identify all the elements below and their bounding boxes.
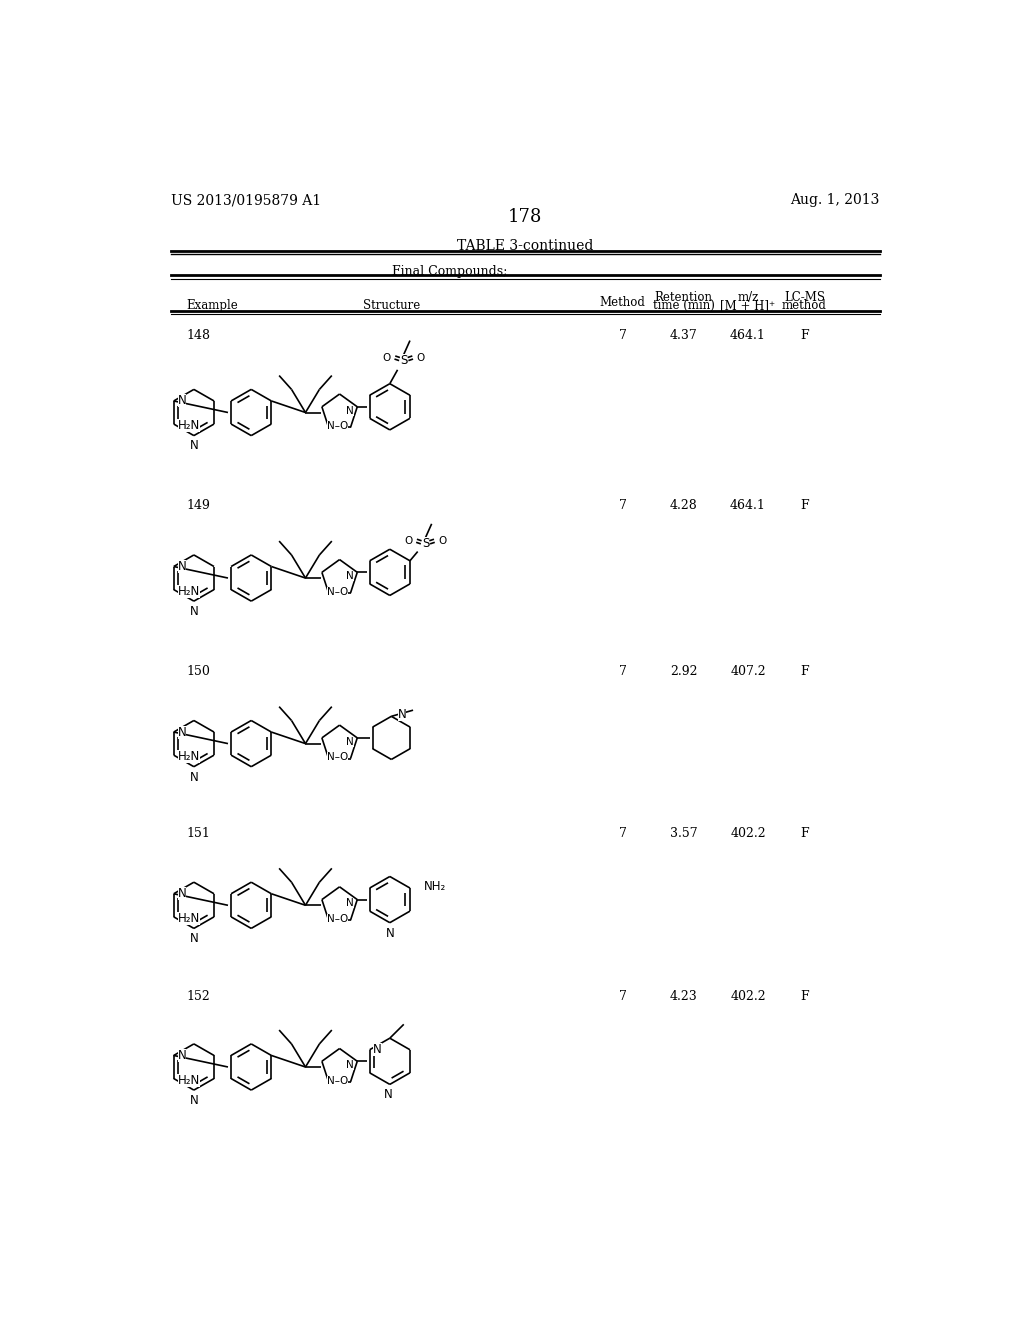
Text: 7: 7 <box>618 826 627 840</box>
Text: O: O <box>417 352 425 363</box>
Text: 464.1: 464.1 <box>730 330 766 342</box>
Text: H₂N: H₂N <box>178 912 200 925</box>
Text: Aug. 1, 2013: Aug. 1, 2013 <box>791 193 880 207</box>
Text: 148: 148 <box>186 330 210 342</box>
Text: N: N <box>384 1088 392 1101</box>
Text: O: O <box>438 536 446 545</box>
Text: N: N <box>346 1060 354 1071</box>
Text: H₂N: H₂N <box>178 418 200 432</box>
Text: F: F <box>801 499 809 512</box>
Text: 402.2: 402.2 <box>730 826 766 840</box>
Text: Structure: Structure <box>362 298 420 312</box>
Text: LC-MS: LC-MS <box>784 290 825 304</box>
Text: N: N <box>346 405 354 416</box>
Text: 4.23: 4.23 <box>670 990 697 1003</box>
Text: N: N <box>189 605 199 618</box>
Text: F: F <box>801 665 809 678</box>
Text: 7: 7 <box>618 990 627 1003</box>
Text: N: N <box>346 737 354 747</box>
Text: NH₂: NH₂ <box>424 880 446 894</box>
Text: O: O <box>404 536 413 545</box>
Text: N: N <box>177 395 186 408</box>
Text: F: F <box>801 330 809 342</box>
Text: N: N <box>177 726 186 739</box>
Text: N: N <box>189 1094 199 1107</box>
Text: N: N <box>177 560 186 573</box>
Text: [M + H]⁺: [M + H]⁺ <box>721 300 775 313</box>
Text: time (min): time (min) <box>652 300 715 313</box>
Text: N: N <box>346 572 354 581</box>
Text: F: F <box>801 990 809 1003</box>
Text: N: N <box>397 709 407 721</box>
Text: 4.37: 4.37 <box>670 330 697 342</box>
Text: N–O: N–O <box>327 587 348 597</box>
Text: N–O: N–O <box>327 915 348 924</box>
Text: 4.28: 4.28 <box>670 499 697 512</box>
Text: 150: 150 <box>186 665 210 678</box>
Text: Example: Example <box>186 298 238 312</box>
Text: 407.2: 407.2 <box>730 665 766 678</box>
Text: 151: 151 <box>186 826 210 840</box>
Text: N: N <box>189 440 199 453</box>
Text: 152: 152 <box>186 990 210 1003</box>
Text: method: method <box>782 300 827 313</box>
Text: F: F <box>801 826 809 840</box>
Text: N: N <box>385 927 394 940</box>
Text: N: N <box>177 1049 186 1063</box>
Text: N: N <box>346 899 354 908</box>
Text: US 2013/0195879 A1: US 2013/0195879 A1 <box>171 193 321 207</box>
Text: 149: 149 <box>186 499 210 512</box>
Text: N–O: N–O <box>327 1076 348 1086</box>
Text: H₂N: H₂N <box>178 585 200 598</box>
Text: N: N <box>189 932 199 945</box>
Text: 402.2: 402.2 <box>730 990 766 1003</box>
Text: 3.57: 3.57 <box>670 826 697 840</box>
Text: O: O <box>383 352 391 363</box>
Text: 7: 7 <box>618 330 627 342</box>
Text: N: N <box>373 1043 382 1056</box>
Text: H₂N: H₂N <box>178 1073 200 1086</box>
Text: S: S <box>422 537 429 550</box>
Text: 7: 7 <box>618 499 627 512</box>
Text: N: N <box>177 887 186 900</box>
Text: Method: Method <box>599 296 645 309</box>
Text: 464.1: 464.1 <box>730 499 766 512</box>
Text: 2.92: 2.92 <box>670 665 697 678</box>
Text: H₂N: H₂N <box>178 750 200 763</box>
Text: m/z: m/z <box>737 290 759 304</box>
Text: TABLE 3-continued: TABLE 3-continued <box>457 239 593 253</box>
Text: N: N <box>189 771 199 784</box>
Text: S: S <box>400 354 408 367</box>
Text: Final Compounds;: Final Compounds; <box>391 264 507 277</box>
Text: N–O: N–O <box>327 421 348 432</box>
Text: 7: 7 <box>618 665 627 678</box>
Text: 178: 178 <box>508 209 542 227</box>
Text: N–O: N–O <box>327 752 348 763</box>
Text: Retention: Retention <box>654 290 713 304</box>
